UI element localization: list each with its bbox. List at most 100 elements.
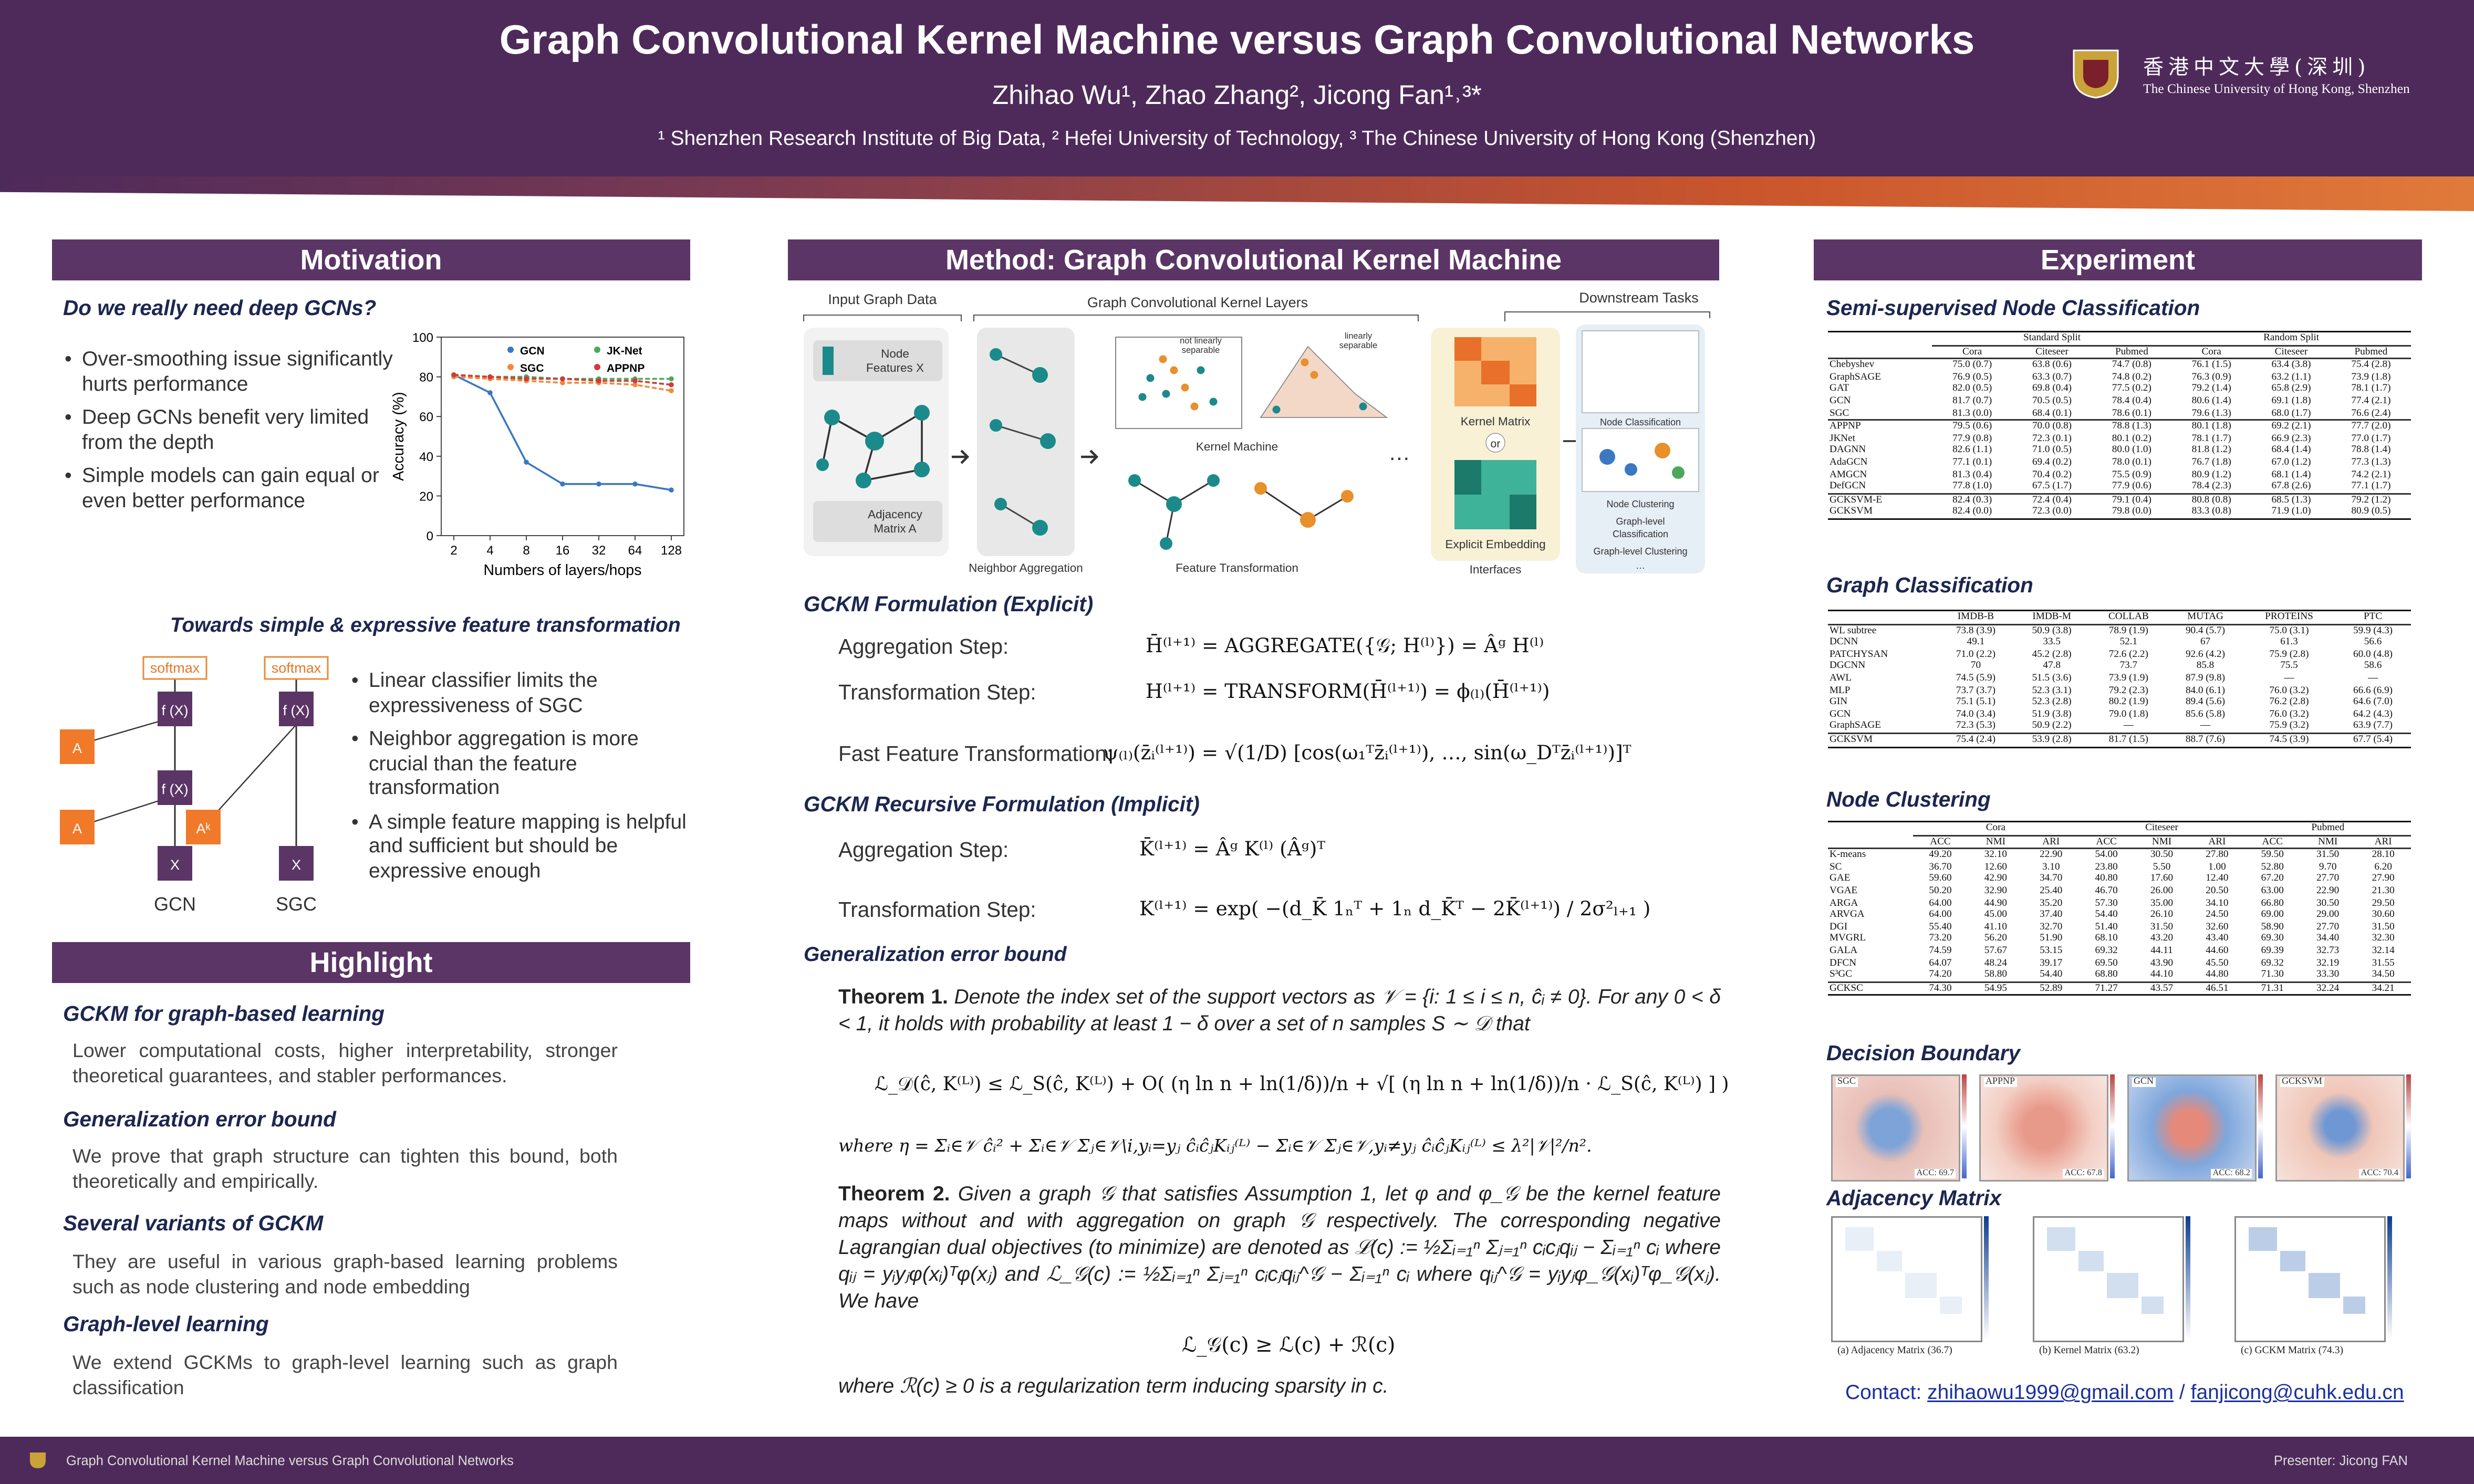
- legend-marker: [507, 364, 514, 370]
- table-cell: 78.4 (0.4): [2112, 395, 2151, 406]
- column-header: ARI: [2189, 835, 2245, 850]
- table-cell: 75.0 (0.7): [1952, 359, 1992, 371]
- table-cell: 31.50: [2150, 921, 2174, 933]
- table-row: AdaGCN 77.1 (0.1) 69.4 (0.2) 78.0 (0.1) 76.7…: [1828, 457, 2411, 469]
- bullet: A simple feature mapping is helpful and …: [351, 809, 703, 883]
- header-row: Cora Citeseer Pubmed: [1828, 821, 2411, 836]
- table-cell: 32.90: [1984, 885, 2007, 896]
- table-cell: 32.10: [1984, 849, 2007, 861]
- table-cell: 54.40: [2040, 969, 2063, 980]
- diagram-label: Feature Transformation: [1176, 561, 1298, 574]
- table-cell: 52.1: [2119, 636, 2138, 648]
- table-cell: 60.0 (4.8): [2353, 649, 2393, 660]
- x-tick-label: 2: [450, 544, 457, 558]
- table-cell: 26.00: [2150, 885, 2174, 896]
- diagram-label: softmax: [150, 660, 200, 676]
- table-row: DAGNN 82.6 (1.1) 71.0 (0.5) 80.0 (1.0) 81.8 …: [1828, 445, 2411, 457]
- y-tick-label: 20: [419, 489, 433, 504]
- method-name: GCKSVM-E: [1828, 493, 1932, 506]
- diagram-label: Explicit Embedding: [1445, 538, 1545, 551]
- table-cell: 75.4 (2.8): [2351, 359, 2391, 371]
- table-cell: 64.00: [1929, 897, 1952, 908]
- step-label: Fast Feature Transformation:: [838, 742, 1113, 766]
- table-cell: 70.5 (0.5): [2032, 395, 2072, 406]
- diagram-label: X: [170, 857, 180, 873]
- table-row: WL subtree 73.8 (3.9) 50.9 (3.8) 78.9 (1.9)…: [1828, 624, 2411, 636]
- table-cell: 78.4 (2.3): [2191, 480, 2231, 492]
- section-heading: Motivation: [52, 239, 690, 280]
- table-cell: 68.5 (1.3): [2251, 493, 2331, 506]
- matrix-caption: (b) Kernel Matrix (63.2): [2039, 1345, 2139, 1356]
- x-tick-label: 4: [486, 544, 493, 558]
- method-name: DFCN: [1829, 957, 1857, 968]
- gcn-sgc-diagram: softmax softmax f (X) f (X) f (X) A A Aᵏ…: [60, 656, 329, 915]
- column-header: IMDB-M: [2013, 610, 2090, 625]
- table-cell: 64.00: [1929, 909, 1952, 921]
- table-cell: 47.8: [2043, 661, 2061, 672]
- table-cell: 79.6 (1.3): [2191, 407, 2231, 419]
- table-cell: 74.2 (2.1): [2351, 468, 2391, 480]
- data-point: [596, 378, 601, 383]
- table-cell: 42.90: [1984, 873, 2007, 885]
- section-heading: Method: Graph Convolutional Kernel Machi…: [788, 239, 1719, 280]
- column-header: Pubmed: [2331, 345, 2411, 360]
- step-label: Aggregation Step:: [838, 838, 1009, 862]
- table-cell: 32.73: [2316, 945, 2340, 956]
- method-name: WL subtree: [1829, 624, 1877, 636]
- contact: Contact: zhihaowu1999@gmail.com / fanjic…: [1845, 1380, 2404, 1404]
- table-cell: 69.32: [2095, 945, 2118, 956]
- footer-logo: [30, 1452, 46, 1468]
- table-cell: 75.0 (3.1): [2269, 624, 2309, 636]
- subheading: Generalization error bound: [804, 942, 1067, 966]
- colorbar: [2258, 1074, 2263, 1178]
- matrix-block: [2343, 1295, 2365, 1314]
- email-link[interactable]: fanjicong@cuhk.edu.cn: [2190, 1380, 2404, 1404]
- subheading: Semi-supervised Node Classification: [1826, 296, 2200, 320]
- method-name: DCNN: [1829, 636, 1858, 648]
- data-point: [632, 378, 638, 383]
- table-cell: 81.3 (0.0): [1952, 407, 1992, 419]
- email-link[interactable]: zhihaowu1999@gmail.com: [1927, 1380, 2174, 1404]
- highlight-text: Lower computational costs, higher interp…: [72, 1040, 618, 1087]
- panel-label: SGC: [1836, 1078, 1858, 1087]
- table-row: GCKSVM 82.4 (0.0) 72.3 (0.0) 79.8 (0.0) 83.3…: [1828, 506, 2411, 520]
- table-container: IMDB-B IMDB-M COLLAB MUTAG PROTEINS PTC WL sub…: [1828, 610, 2411, 748]
- y-tick-label: 60: [419, 410, 433, 424]
- x-tick-label: 128: [661, 544, 682, 558]
- table-cell: 68.4 (1.4): [2271, 445, 2311, 456]
- method-name: VGAE: [1829, 885, 1858, 896]
- table-cell: 51.9 (3.8): [2032, 708, 2072, 720]
- method-name: AMGCN: [1829, 468, 1867, 480]
- table-cell: 72.3 (0.0): [2012, 506, 2092, 520]
- highlight-text: We extend GCKMs to graph-level learning …: [72, 1352, 618, 1399]
- table-cell: 82.0 (0.5): [1952, 383, 1992, 395]
- table-body: GCKSVM-E 82.4 (0.3) 72.4 (0.4) 79.1 (0.4) 80…: [1828, 493, 2411, 520]
- table-cell: 79.0 (1.8): [2108, 708, 2148, 720]
- theorem-label: Theorem 1.: [838, 985, 948, 1008]
- table-cell: 74.7 (0.8): [2112, 359, 2151, 371]
- table-cell: —: [2284, 672, 2294, 684]
- diagram-label: Graph-level Clustering: [1593, 546, 1687, 557]
- theorem: Theorem 1. Denote the index set of the s…: [838, 983, 1721, 1037]
- formula: K⁽ˡ⁺¹⁾ = exp( −(d_K̄ 1ₙᵀ + 1ₙ d_K̄ᵀ − 2K…: [1139, 896, 1651, 920]
- panel-accuracy: ACC: 70.4: [2359, 1169, 2400, 1178]
- table-cell: 75.5: [2280, 661, 2298, 672]
- table-cell: 27.90: [2372, 873, 2395, 885]
- group-header: Cora: [1912, 821, 2079, 836]
- step-label: Transformation Step:: [838, 898, 1036, 922]
- table-cell: 70.4 (0.2): [2032, 468, 2072, 480]
- table-cell: 78.1 (1.7): [2191, 433, 2231, 444]
- table-cell: 67: [2200, 636, 2211, 648]
- legend-marker: [594, 347, 600, 353]
- table-cell: 73.7: [2119, 661, 2138, 672]
- table-cell: 74.0 (3.4): [1956, 708, 1995, 720]
- table-cell: 67.5 (1.7): [2032, 480, 2072, 492]
- table-row: DefGCN 77.8 (1.0) 67.5 (1.7) 77.9 (0.6) 78.4…: [1828, 480, 2411, 493]
- matrix-plot: [2033, 1216, 2184, 1342]
- table-cell: 33.5: [2043, 636, 2061, 648]
- highlight-title: Several variants of GCKM: [63, 1211, 324, 1235]
- table-cell: 27.70: [2316, 873, 2340, 885]
- method-name: ARGA: [1829, 897, 1858, 908]
- table-row: S³GC 74.20 58.80 54.40 68.80 44.10 44.80 71.30 3…: [1828, 969, 2411, 981]
- table-row: SGC 81.3 (0.0) 68.4 (0.1) 78.6 (0.1) 79.6 (1…: [1828, 407, 2411, 420]
